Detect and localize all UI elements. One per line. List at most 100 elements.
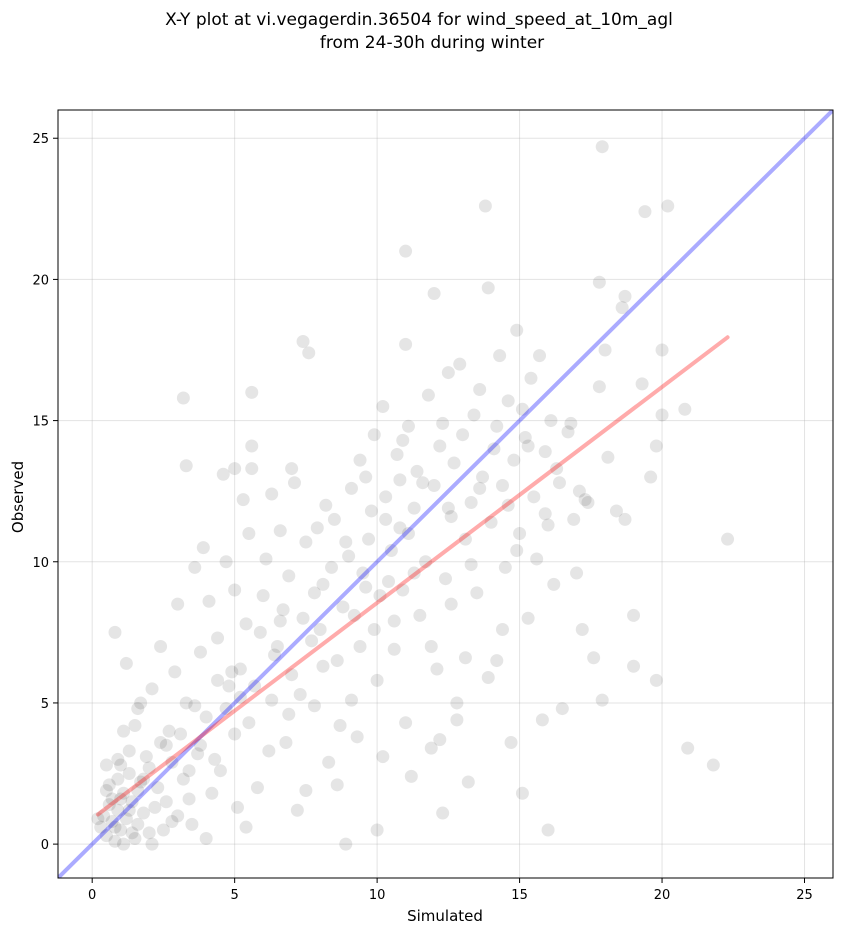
scatter-point <box>538 445 552 459</box>
scatter-point <box>162 724 176 738</box>
scatter-point <box>228 583 242 597</box>
scatter-point <box>128 719 142 733</box>
scatter-point <box>390 447 404 461</box>
scatter-point <box>490 654 504 668</box>
fit-line <box>95 335 730 817</box>
scatter-point <box>481 281 495 295</box>
x-tick-label: 0 <box>88 888 96 903</box>
scatter-point <box>396 433 410 447</box>
scatter-point <box>148 800 162 814</box>
scatter-point <box>487 442 501 456</box>
scatter-point <box>216 467 230 481</box>
scatter-point <box>193 738 207 752</box>
scatter-point <box>102 778 116 792</box>
scatter-point <box>410 464 424 478</box>
scatter-point <box>416 476 430 490</box>
scatter-point <box>273 524 287 538</box>
scatter-point <box>142 761 156 775</box>
scatter-point <box>615 301 629 315</box>
scatter-point <box>279 735 293 749</box>
scatter-point <box>518 431 532 445</box>
scatter-point <box>441 501 455 515</box>
scatter-point <box>307 699 321 713</box>
scatter-point <box>450 713 464 727</box>
scatter-point <box>655 408 669 422</box>
scatter-point <box>376 399 390 413</box>
scatter-point <box>225 665 239 679</box>
scatter-point <box>242 716 256 730</box>
scatter-point <box>327 512 341 526</box>
scatter-point <box>552 476 566 490</box>
scatter-point <box>131 817 145 831</box>
scatter-point <box>145 837 159 851</box>
scatter-point <box>344 693 358 707</box>
scatter-point <box>407 501 421 515</box>
scatter-point <box>196 541 210 555</box>
scatter-point <box>213 764 227 778</box>
scatter-point <box>353 453 367 467</box>
scatter-point <box>396 583 410 597</box>
scatter-point <box>404 769 418 783</box>
scatter-point <box>419 555 433 569</box>
scatter-point <box>478 199 492 213</box>
scatter-point <box>188 699 202 713</box>
scatter-point <box>421 388 435 402</box>
scatter-point <box>174 727 188 741</box>
scatter-point <box>350 730 364 744</box>
scatter-point <box>176 391 190 405</box>
scatter-point <box>296 611 310 625</box>
scatter-point <box>575 623 589 637</box>
scatter-point <box>476 470 490 484</box>
scatter-point <box>453 357 467 371</box>
x-axis-ticks: 0 5 10 15 20 25 <box>88 878 813 903</box>
scatter-point <box>464 495 478 509</box>
scatter-point <box>165 815 179 829</box>
scatter-point <box>305 634 319 648</box>
scatter-point <box>222 679 236 693</box>
scatter-point <box>176 772 190 786</box>
scatter-point <box>598 343 612 357</box>
scatter-point <box>524 371 538 385</box>
scatter-point <box>165 755 179 769</box>
scatter-point <box>159 738 173 752</box>
y-tick-label: 5 <box>41 697 49 712</box>
y-axis-ticks: 0 5 10 15 20 25 <box>32 132 58 853</box>
scatter-point <box>330 778 344 792</box>
scatter-point <box>413 608 427 622</box>
scatter-point <box>239 820 253 834</box>
scatter-point <box>99 829 113 843</box>
scatter-point <box>333 719 347 733</box>
scatter-point <box>467 408 481 422</box>
scatter-point <box>401 419 415 433</box>
scatter-point <box>285 668 299 682</box>
scatter-point <box>439 572 452 586</box>
scatter-point <box>102 798 116 812</box>
scatter-point <box>592 380 606 394</box>
scatter-point <box>325 560 339 574</box>
scatter-point <box>470 586 484 600</box>
scatter-point <box>99 783 113 797</box>
scatter-point <box>231 800 245 814</box>
scatter-point <box>265 487 279 501</box>
scatter-point <box>256 589 270 603</box>
chart-title: X-Y plot at vi.vegagerdin.36504 for wind… <box>165 10 673 30</box>
scatter-point <box>533 349 547 363</box>
scatter-point <box>433 439 447 453</box>
scatter-point <box>501 498 515 512</box>
scatter-point <box>570 566 584 580</box>
scatter-point <box>131 702 145 716</box>
scatter-point <box>242 527 256 541</box>
scatter-point <box>458 532 472 546</box>
scatter-point <box>245 462 259 476</box>
scatter-point <box>464 558 478 572</box>
scatter-point <box>555 702 569 716</box>
scatter-point <box>114 823 128 837</box>
scatter-point <box>379 512 393 526</box>
scatter-point <box>122 744 136 758</box>
scatter-point <box>510 323 524 337</box>
scatter-point <box>370 673 384 687</box>
scatter-point <box>393 473 407 487</box>
scatter-point <box>436 416 450 430</box>
